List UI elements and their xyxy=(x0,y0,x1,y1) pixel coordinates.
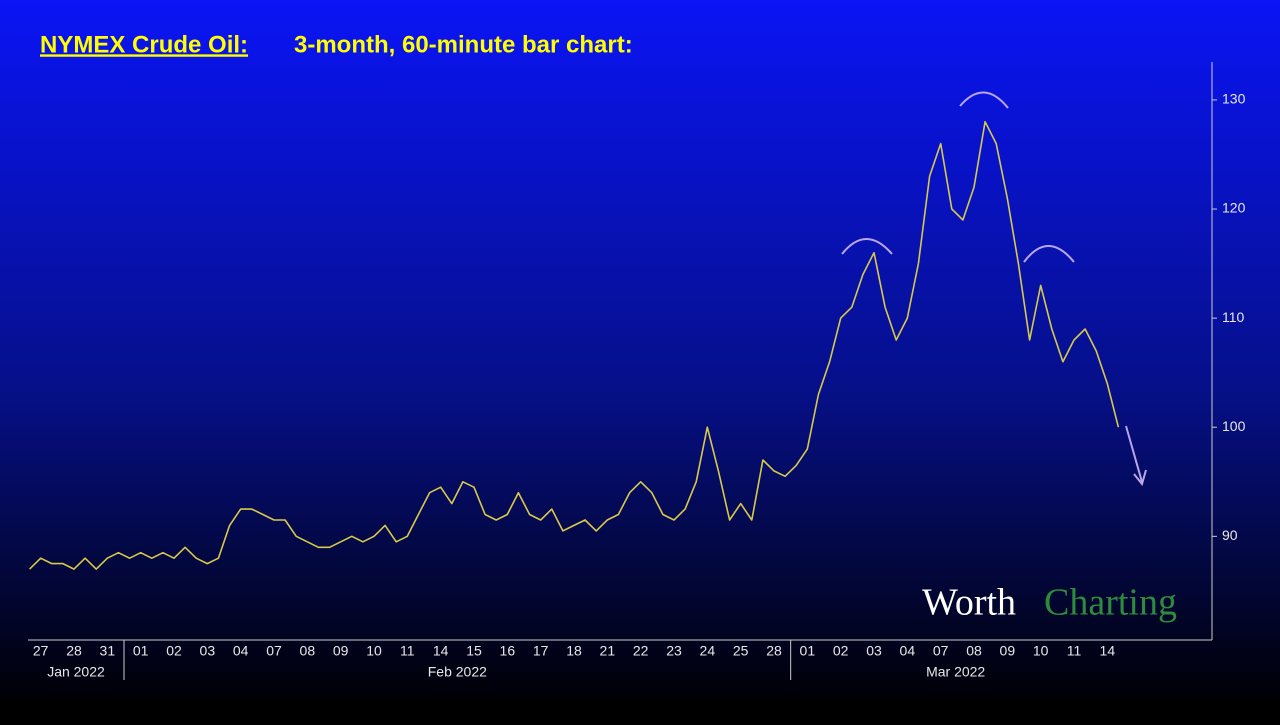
x-tick-label: 21 xyxy=(600,643,616,659)
y-tick-label: 130 xyxy=(1222,91,1246,107)
x-tick-label: 22 xyxy=(633,643,649,659)
x-tick-label: 02 xyxy=(166,643,182,659)
x-tick-label: 08 xyxy=(966,643,982,659)
annotations xyxy=(841,91,1147,487)
x-tick-label: 25 xyxy=(733,643,749,659)
x-tick-label: 04 xyxy=(233,643,249,659)
x-tick-label: 14 xyxy=(1100,643,1116,659)
month-label: Jan 2022 xyxy=(47,664,105,680)
y-tick-label: 120 xyxy=(1222,200,1246,216)
x-tick-label: 18 xyxy=(566,643,582,659)
x-tick-label: 14 xyxy=(433,643,449,659)
x-tick-label: 07 xyxy=(266,643,282,659)
month-label: Feb 2022 xyxy=(428,664,487,680)
x-tick-label: 09 xyxy=(333,643,349,659)
y-tick-label: 90 xyxy=(1222,527,1238,543)
x-tick-label: 11 xyxy=(400,643,415,659)
y-tick-label: 110 xyxy=(1222,309,1245,325)
x-tick-label: 10 xyxy=(1033,643,1049,659)
y-tick-label: 100 xyxy=(1222,418,1246,434)
watermark: Charting xyxy=(1044,582,1177,624)
x-tick-label: 01 xyxy=(800,643,816,659)
x-tick-label: 03 xyxy=(200,643,216,659)
price-line xyxy=(29,120,1120,570)
arrow xyxy=(1125,425,1147,487)
x-tick-label: 28 xyxy=(766,643,782,659)
x-tick-label: 28 xyxy=(66,643,82,659)
x-tick-label: 11 xyxy=(1067,643,1082,659)
x-tick-label: 01 xyxy=(133,643,149,659)
shoulder-arc xyxy=(1023,245,1075,263)
x-tick-label: 07 xyxy=(933,643,949,659)
head-arc xyxy=(959,91,1009,109)
x-tick-label: 17 xyxy=(533,643,549,659)
x-tick-label: 08 xyxy=(300,643,316,659)
x-tick-label: 02 xyxy=(833,643,849,659)
x-tick-label: 04 xyxy=(900,643,916,659)
shoulder-arc xyxy=(841,238,893,255)
chart-subtitle: 3-month, 60-minute bar chart: xyxy=(294,31,633,58)
x-tick-label: 15 xyxy=(466,643,482,659)
x-tick-label: 16 xyxy=(500,643,516,659)
chart-title: NYMEX Crude Oil: xyxy=(40,31,248,58)
x-tick-label: 09 xyxy=(1000,643,1016,659)
background xyxy=(0,0,1280,700)
x-tick-label: 24 xyxy=(700,643,716,659)
month-label: Mar 2022 xyxy=(926,664,985,680)
x-tick-label: 31 xyxy=(100,643,116,659)
x-tick-label: 10 xyxy=(366,643,382,659)
x-tick-label: 03 xyxy=(866,643,882,659)
x-tick-label: 27 xyxy=(33,643,49,659)
x-tick-label: 23 xyxy=(666,643,682,659)
watermark: Worth xyxy=(922,582,1016,624)
